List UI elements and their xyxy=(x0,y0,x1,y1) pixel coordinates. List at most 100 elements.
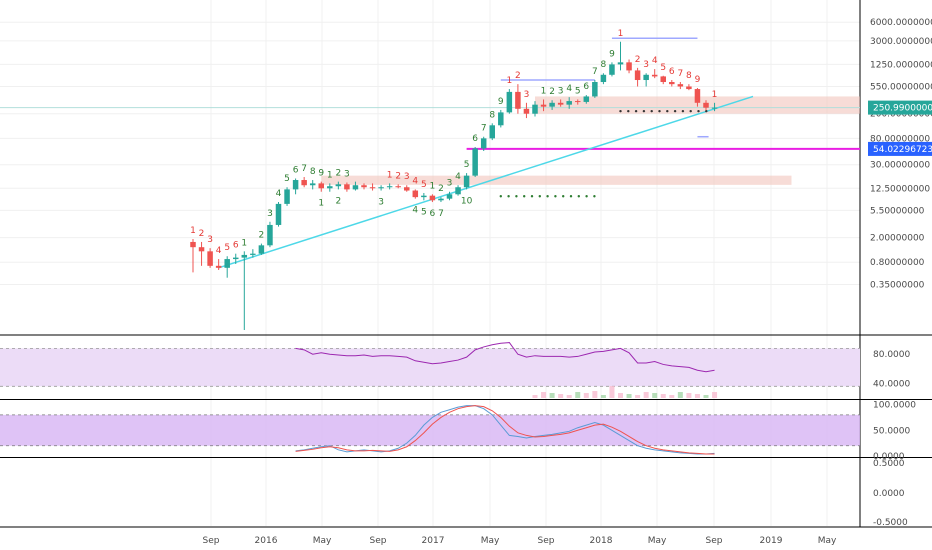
td-count-label: 1 xyxy=(318,199,324,209)
volume-bar xyxy=(626,394,632,398)
td-support-dot xyxy=(627,109,630,113)
td-count-label: 4 xyxy=(276,189,282,199)
candle-body xyxy=(429,195,436,201)
td-count-label: 7 xyxy=(481,124,487,134)
td-count-label: 7 xyxy=(592,67,598,77)
stoch-tick-label: 50.0000 xyxy=(873,426,910,436)
volume-bar xyxy=(558,394,564,398)
candle-body xyxy=(395,186,401,188)
td-support-dot xyxy=(569,195,573,198)
volume-bar xyxy=(677,392,683,398)
td-support-dot xyxy=(681,109,685,113)
td-count-label: 3 xyxy=(404,172,410,182)
td-support-dot xyxy=(507,195,510,198)
rsi-line xyxy=(295,342,715,373)
volume-bar xyxy=(686,393,692,398)
candle-body xyxy=(515,91,521,109)
td-count-label: 1 xyxy=(541,86,547,96)
td-count-label: 10 xyxy=(461,196,473,206)
candle-body xyxy=(318,183,324,189)
price-tick-label: 550.00000000 xyxy=(870,82,932,92)
candle-body xyxy=(241,254,248,258)
grid-layer xyxy=(0,0,932,528)
candle-body xyxy=(352,185,359,190)
candle-body xyxy=(480,138,487,149)
td-count-label: 7 xyxy=(438,209,444,219)
td-count-label: 1 xyxy=(618,29,624,39)
candle-body xyxy=(215,265,222,268)
price-tick-label: 6000.00000000 xyxy=(870,18,932,28)
td-count-label: 2 xyxy=(515,71,521,81)
stoch-tick-label: 0.0000 xyxy=(873,452,905,462)
td-count-label: 3 xyxy=(558,86,564,96)
td-count-label: 9 xyxy=(695,75,701,85)
td-support-dot xyxy=(705,109,708,113)
td-count-label: 4 xyxy=(652,56,658,66)
td-support-dot xyxy=(585,195,588,198)
td-count-label: 2 xyxy=(335,169,341,179)
td-count-label: 5 xyxy=(284,174,290,184)
time-tick-label: May xyxy=(818,536,837,546)
candle-body xyxy=(609,64,615,75)
stoch-pane xyxy=(0,405,860,455)
volume-bar xyxy=(575,392,581,398)
td-count-label: 5 xyxy=(660,63,666,73)
candle-body xyxy=(207,251,213,266)
td-count-label: 5 xyxy=(421,180,427,190)
td-count-label: 5 xyxy=(464,160,470,170)
volume-bar xyxy=(600,395,606,398)
time-tick-label: 2017 xyxy=(422,536,445,546)
td-support-dot xyxy=(697,109,700,113)
candle-body xyxy=(386,186,393,188)
td-count-label: 8 xyxy=(310,167,316,177)
td-count-label: 5 xyxy=(421,207,427,217)
candle-body xyxy=(686,86,692,90)
bottom-pane-tick-label: 0.0000 xyxy=(873,489,905,499)
candle-body xyxy=(361,185,367,188)
volume-bar xyxy=(652,393,658,398)
td-support-dot xyxy=(577,195,580,198)
candle-body xyxy=(250,253,256,255)
rsi-band xyxy=(0,348,860,387)
volume-bar xyxy=(712,392,718,398)
td-count-label: 6 xyxy=(669,67,675,77)
td-count-label: 3 xyxy=(344,170,350,180)
volume-bar xyxy=(669,395,675,398)
td-count-label: 3 xyxy=(207,235,213,245)
td-count-label: 4 xyxy=(566,84,572,94)
candle-body xyxy=(669,82,675,85)
candle-body xyxy=(369,187,376,189)
td-count-label: 2 xyxy=(395,171,401,181)
time-tick-label: Sep xyxy=(203,536,220,546)
td-count-label: 8 xyxy=(686,71,692,81)
volume-bar xyxy=(635,395,641,398)
candle-body xyxy=(301,180,307,186)
td-count-label: 4 xyxy=(412,206,418,216)
volume-bar xyxy=(541,392,547,398)
td-support-dot xyxy=(658,109,661,113)
td-count-label: 7 xyxy=(677,69,683,79)
td-count-label: 1 xyxy=(387,170,393,180)
td-support-dot xyxy=(530,195,534,198)
td-count-label: 2 xyxy=(199,229,205,239)
td-count-label: 7 xyxy=(301,164,307,174)
td-count-label: 6 xyxy=(472,134,478,144)
candle-body xyxy=(438,198,444,201)
candle-body xyxy=(267,224,273,246)
volume-bar xyxy=(694,394,700,398)
candle-body xyxy=(523,108,530,114)
price-tick-label: 0.80000000 xyxy=(870,258,925,268)
td-count-label: 9 xyxy=(609,49,615,59)
td-count-label: 5 xyxy=(224,243,230,253)
td-support-dot xyxy=(642,109,646,113)
volume-bar xyxy=(566,395,572,398)
candle-body xyxy=(344,184,350,190)
price-tick-label: 30.00000000 xyxy=(870,161,930,171)
td-count-label: 6 xyxy=(293,165,299,175)
time-tick-label: May xyxy=(313,536,332,546)
candle-body xyxy=(472,148,478,176)
td-count-label: 4 xyxy=(216,246,222,256)
volume-bar xyxy=(703,395,709,398)
